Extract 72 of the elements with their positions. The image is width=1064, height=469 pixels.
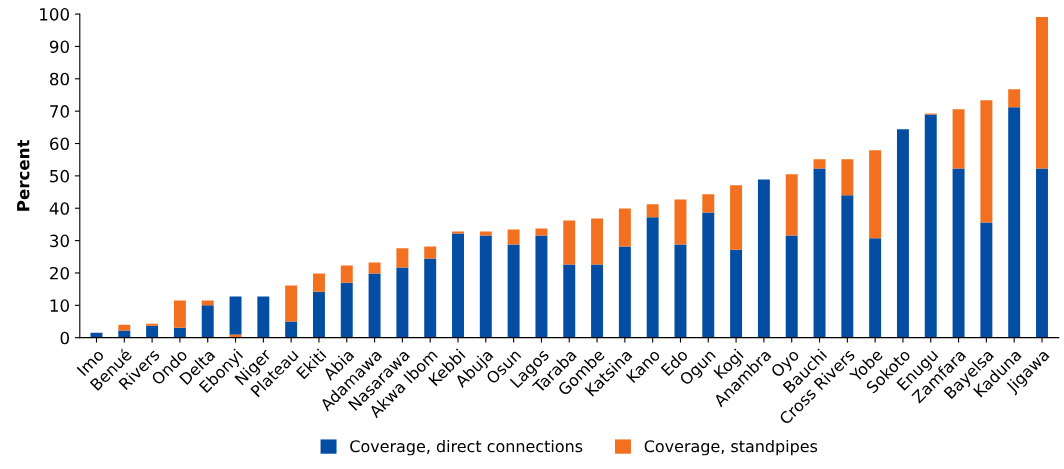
- y-axis-title: Percent: [17, 139, 30, 211]
- bar: [146, 325, 159, 338]
- y-tick-label: 50: [50, 169, 69, 183]
- y-tick-label: 70: [50, 105, 69, 118]
- bar: [952, 109, 965, 169]
- bar: [785, 174, 798, 236]
- bar: [173, 327, 186, 338]
- bar: [702, 194, 715, 213]
- y-tick-label: 0: [60, 331, 69, 345]
- y-tick-label: 20: [50, 266, 69, 280]
- y-tick-label: 80: [50, 72, 69, 86]
- bar: [563, 220, 576, 265]
- legend-label: Coverage, standpipes: [644, 439, 818, 456]
- bar: [368, 273, 381, 338]
- bar: [674, 199, 687, 245]
- bar: [507, 244, 520, 338]
- bar: [340, 282, 353, 338]
- bar: [952, 168, 965, 338]
- bar: [813, 159, 826, 169]
- bar: [618, 208, 631, 247]
- bar: [452, 233, 464, 338]
- y-tick-label: 60: [50, 137, 69, 151]
- bar: [674, 244, 687, 338]
- bar: [702, 212, 715, 338]
- bar: [591, 218, 604, 265]
- bar: [896, 129, 909, 338]
- bar: [841, 159, 854, 196]
- bar: [1008, 107, 1021, 338]
- bar: [424, 246, 437, 259]
- y-tick-label: 40: [49, 202, 69, 215]
- bar: [312, 291, 325, 338]
- y-tick-label: 100: [40, 8, 69, 21]
- y-tick-label: 30: [50, 234, 69, 248]
- bar: [1008, 89, 1021, 108]
- bar: [368, 262, 381, 274]
- bar: [507, 229, 520, 245]
- bar: [980, 222, 993, 338]
- bar: [1036, 16, 1048, 169]
- bar: [841, 195, 854, 338]
- bar: [730, 249, 743, 338]
- bar: [340, 265, 353, 283]
- bar: [229, 296, 242, 335]
- bar: [118, 324, 131, 331]
- bar: [1036, 168, 1048, 338]
- legend-label: Coverage, direct connections: [350, 439, 583, 456]
- y-tick-label: 90: [49, 40, 69, 53]
- bar: [535, 235, 548, 338]
- bar: [173, 300, 186, 328]
- bar: [312, 273, 325, 292]
- y-tick-label: 10: [50, 299, 69, 312]
- bar: [618, 246, 631, 338]
- bar: [869, 150, 882, 239]
- bar: [813, 168, 826, 338]
- bar: [257, 296, 270, 338]
- bar: [980, 100, 993, 223]
- bar: [424, 258, 437, 338]
- bar: [591, 264, 604, 338]
- bar: [285, 321, 298, 338]
- bar: [396, 248, 409, 268]
- bar: [924, 114, 937, 338]
- bar: [396, 267, 409, 338]
- bar: [646, 204, 659, 218]
- bar: [479, 235, 492, 338]
- bar: [757, 179, 770, 338]
- bar: [563, 264, 576, 338]
- bar: [646, 217, 659, 338]
- bar: [785, 235, 798, 338]
- bar: [730, 185, 743, 250]
- bar: [869, 238, 882, 338]
- bar: [201, 305, 214, 338]
- bar: [201, 300, 214, 306]
- bar: [285, 285, 298, 322]
